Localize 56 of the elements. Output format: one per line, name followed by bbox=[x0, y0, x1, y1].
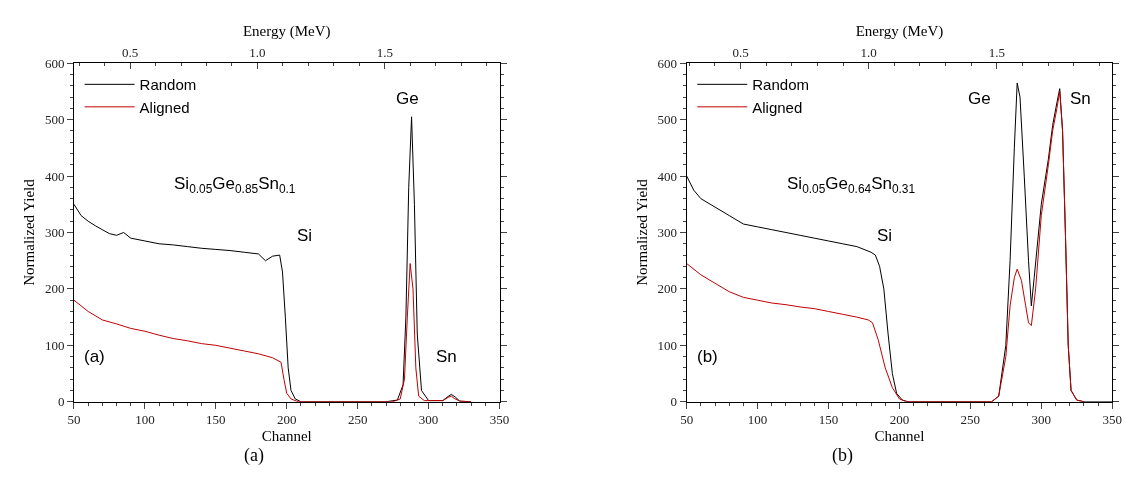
x2-tick-label: 1.0 bbox=[860, 45, 877, 61]
y-tick-label: 600 bbox=[44, 55, 65, 71]
x-tick-label: 350 bbox=[1102, 412, 1122, 428]
text: (a) bbox=[244, 445, 264, 466]
y-tick-label: 300 bbox=[44, 225, 65, 241]
y-tick-label: 500 bbox=[657, 112, 678, 128]
x-tick-label: 150 bbox=[206, 412, 226, 428]
x-tick-label: 350 bbox=[489, 412, 510, 428]
x2-tick-label: 0.5 bbox=[121, 45, 139, 61]
y-axis-title: Normalized Yield bbox=[633, 178, 650, 286]
annotation: Ge bbox=[396, 89, 419, 108]
y-tick-label: 400 bbox=[657, 168, 678, 184]
x2-tick-label: 1.5 bbox=[988, 45, 1005, 61]
y-tick-label: 0 bbox=[57, 394, 65, 410]
annotation: Ge bbox=[968, 89, 991, 108]
annotation: Si$_{0.05}$Ge$_{0.85}$Sn$_{0.1}$ bbox=[174, 174, 296, 196]
legend-label: Aligned bbox=[752, 98, 803, 116]
legend-label: Aligned bbox=[139, 98, 190, 116]
x-axis-title: Channel bbox=[874, 428, 925, 445]
y-tick-label: 0 bbox=[670, 394, 678, 410]
y-tick-label: 200 bbox=[657, 281, 678, 297]
legend-label: Random bbox=[139, 76, 197, 94]
x-tick-label: 200 bbox=[889, 412, 910, 428]
x-tick-label: 250 bbox=[347, 412, 368, 428]
annotation: (b) bbox=[697, 347, 718, 366]
annotation: (a) bbox=[84, 347, 105, 366]
annotation: Sn bbox=[436, 347, 457, 366]
x-tick-label: 150 bbox=[818, 412, 839, 428]
annotation: Si bbox=[877, 226, 893, 245]
x-tick-label: 100 bbox=[135, 412, 155, 428]
y-tick-label: 100 bbox=[657, 337, 678, 353]
y-tick-label: 300 bbox=[657, 225, 678, 241]
y-tick-label: 400 bbox=[44, 168, 65, 184]
annotation: Si bbox=[297, 226, 313, 245]
x-axis-title: Channel bbox=[261, 428, 312, 445]
x-tick-label: 50 bbox=[680, 412, 694, 428]
text: (b) bbox=[832, 445, 853, 466]
x2-tick-label: 1.5 bbox=[376, 45, 393, 61]
annotation: Sn bbox=[1070, 89, 1091, 108]
y-tick-label: 500 bbox=[44, 112, 65, 128]
x-tick-label: 250 bbox=[960, 412, 981, 428]
x2-axis-title: Energy (MeV) bbox=[242, 23, 331, 41]
y-tick-label: 200 bbox=[44, 281, 65, 297]
x-tick-label: 50 bbox=[67, 412, 81, 428]
y-tick-label: 100 bbox=[44, 337, 65, 353]
x2-tick-label: 1.0 bbox=[249, 45, 266, 61]
legend-label: Random bbox=[752, 76, 809, 94]
y-axis-title: Normalized Yield bbox=[21, 178, 38, 286]
x2-axis-title: Energy (MeV) bbox=[855, 23, 944, 41]
x-tick-label: 300 bbox=[418, 412, 439, 428]
x-tick-label: 300 bbox=[1031, 412, 1052, 428]
x-tick-label: 200 bbox=[277, 412, 297, 428]
x2-tick-label: 0.5 bbox=[732, 45, 749, 61]
annotation: Si$_{0.05}$Ge$_{0.64}$Sn$_{0.31}$ bbox=[787, 174, 916, 196]
y-tick-label: 600 bbox=[657, 55, 678, 71]
x-tick-label: 100 bbox=[747, 412, 768, 428]
